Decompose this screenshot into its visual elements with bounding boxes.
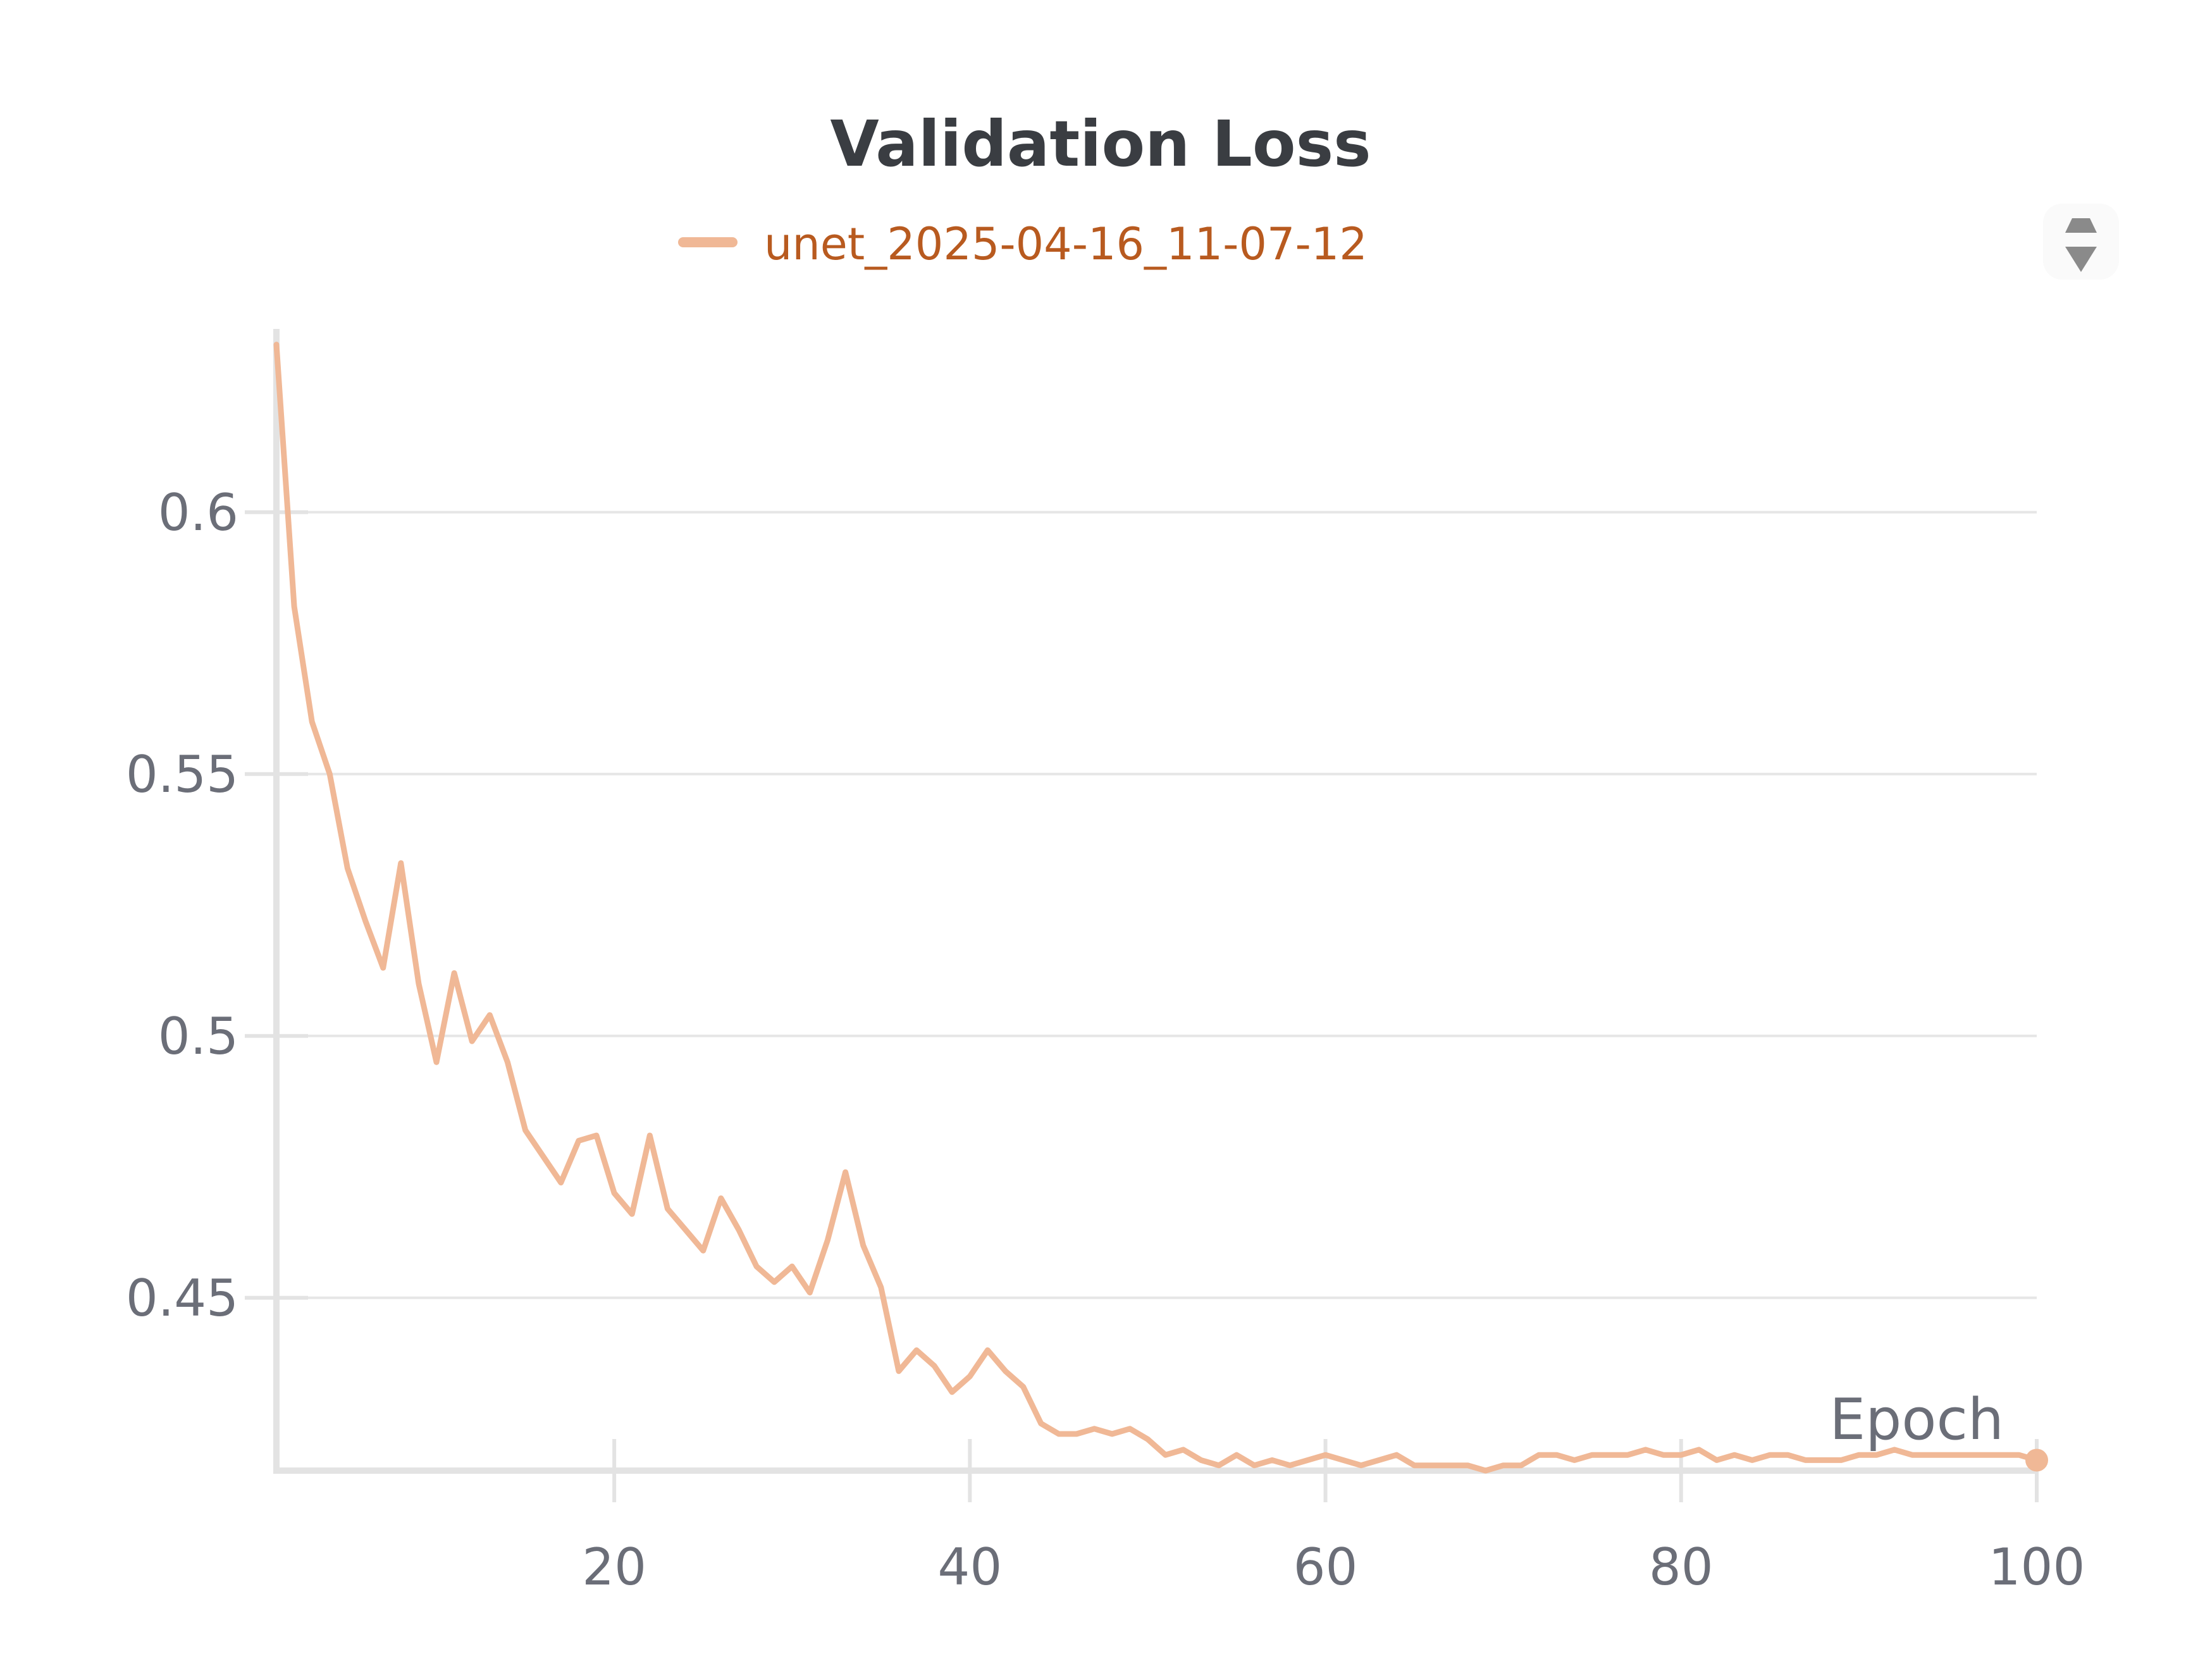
x-tick-label: 60 xyxy=(1294,1538,1358,1597)
x-tick-label: 40 xyxy=(937,1538,1002,1597)
series-line-unet xyxy=(273,342,2040,1474)
y-tick-label: 0.5 xyxy=(158,1007,238,1066)
legend-scroll-control[interactable] xyxy=(2043,204,2119,280)
y-tick-label: 0.55 xyxy=(126,745,238,804)
chevron-up-icon[interactable] xyxy=(2065,218,2097,233)
legend[interactable]: unet_2025-04-16_11-07-12 xyxy=(678,218,1368,270)
y-tick-label: 0.6 xyxy=(158,483,238,542)
chart-title: Validation Loss xyxy=(830,107,1371,181)
grid-lines xyxy=(276,510,2037,1299)
axes xyxy=(245,329,2039,1502)
series-layer xyxy=(273,342,2048,1474)
y-tick-label: 0.45 xyxy=(126,1269,238,1328)
legend-label-unet: unet_2025-04-16_11-07-12 xyxy=(764,218,1368,270)
x-tick-label: 20 xyxy=(582,1538,646,1597)
tick-labels: 0.45 0.5 0.55 0.6 20 40 60 80 100 xyxy=(126,483,2085,1597)
x-axis-label: Epoch xyxy=(1829,1387,2004,1453)
chevron-down-icon[interactable] xyxy=(2065,247,2097,272)
x-tick-label: 80 xyxy=(1649,1538,1714,1597)
x-tick-label: 100 xyxy=(1989,1538,2085,1597)
series-last-point xyxy=(2025,1448,2048,1472)
